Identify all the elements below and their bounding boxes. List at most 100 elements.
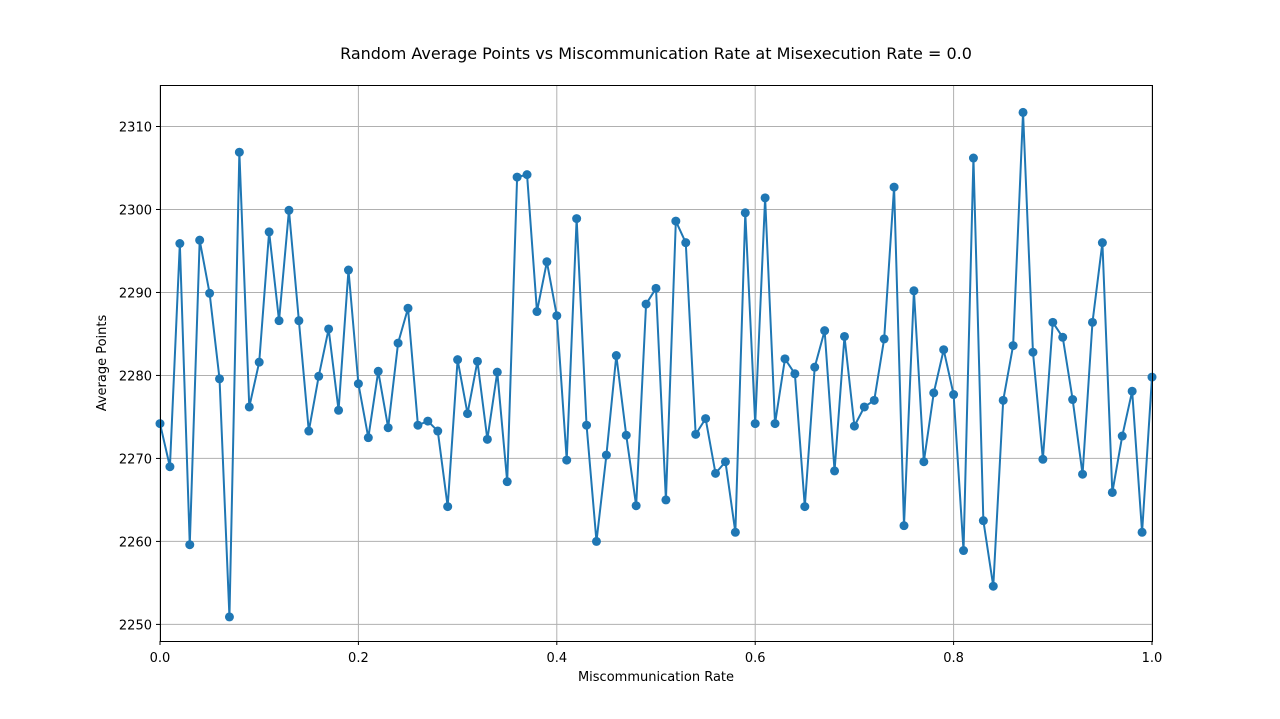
data-point — [651, 283, 661, 293]
data-point — [353, 379, 363, 389]
grid — [159, 85, 1153, 641]
data-point — [889, 182, 899, 192]
data-point — [770, 419, 780, 429]
data-point — [304, 426, 314, 436]
data-point — [1008, 341, 1018, 351]
series-line-group — [155, 107, 1157, 622]
data-point — [591, 536, 601, 546]
data-point — [363, 433, 373, 443]
y-tick-label: 2270 — [119, 452, 152, 467]
data-point — [879, 334, 889, 344]
data-point — [959, 546, 969, 556]
data-point — [1018, 107, 1028, 117]
data-point — [433, 426, 443, 436]
data-point — [919, 457, 929, 467]
data-point — [294, 316, 304, 326]
data-point — [175, 239, 185, 249]
data-point — [403, 303, 413, 313]
x-axis-label: Miscommunication Rate — [578, 670, 734, 685]
data-point — [284, 205, 294, 215]
y-axis-label: Average Points — [95, 314, 110, 411]
y-tick-label: 2260 — [119, 535, 152, 550]
data-point — [413, 420, 423, 430]
data-point — [224, 612, 234, 622]
data-point — [711, 468, 721, 478]
data-point — [810, 362, 820, 372]
data-point — [1028, 347, 1038, 357]
data-point — [185, 540, 195, 550]
data-point — [661, 495, 671, 505]
data-point — [988, 581, 998, 591]
y-tick-label: 2310 — [119, 120, 152, 135]
x-tick-label: 0.4 — [546, 651, 567, 666]
data-point — [601, 450, 611, 460]
data-point — [463, 409, 473, 419]
data-point — [1137, 527, 1147, 537]
data-point — [264, 227, 274, 237]
data-point — [760, 193, 770, 203]
data-point — [1087, 317, 1097, 327]
y-tick-label: 2280 — [119, 369, 152, 384]
data-point — [1107, 487, 1117, 497]
data-point — [1058, 332, 1068, 342]
data-point — [443, 502, 453, 512]
plot-frame — [160, 85, 1153, 642]
data-point — [492, 367, 502, 377]
data-point — [978, 516, 988, 526]
data-point — [393, 338, 403, 348]
data-point — [968, 153, 978, 163]
data-point — [244, 402, 254, 412]
data-point — [691, 429, 701, 439]
data-point — [195, 235, 205, 245]
data-point — [1038, 454, 1048, 464]
data-point — [552, 311, 562, 321]
data-point — [1048, 317, 1058, 327]
data-point — [205, 288, 215, 298]
data-point — [820, 326, 830, 336]
data-point — [254, 357, 264, 367]
data-point — [502, 477, 512, 487]
data-point — [780, 354, 790, 364]
y-axis-ticks: 2250 2260 2270 2280 2290 2300 2310 — [119, 120, 160, 633]
data-point — [532, 307, 542, 317]
data-point — [373, 366, 383, 376]
data-point — [1117, 431, 1127, 441]
x-tick-label: 0.0 — [150, 651, 171, 666]
data-point — [611, 351, 621, 361]
data-point — [899, 521, 909, 531]
data-point — [939, 345, 949, 355]
x-tick-label: 0.8 — [943, 651, 964, 666]
data-point — [720, 457, 730, 467]
data-point — [512, 172, 522, 182]
y-tick-label: 2250 — [119, 618, 152, 633]
x-tick-label: 0.2 — [348, 651, 369, 666]
data-point — [165, 462, 175, 472]
data-point — [453, 355, 463, 365]
data-point — [472, 356, 482, 366]
y-tick-label: 2300 — [119, 203, 152, 218]
data-point — [701, 414, 711, 424]
y-tick-label: 2290 — [119, 286, 152, 301]
data-point — [482, 434, 492, 444]
data-point — [423, 416, 433, 426]
data-point — [641, 299, 651, 309]
data-point — [730, 527, 740, 537]
data-point — [740, 208, 750, 218]
x-axis-ticks: 0.0 0.2 0.4 0.6 0.8 1.0 — [150, 641, 1163, 666]
data-point — [621, 430, 631, 440]
data-point — [681, 238, 691, 248]
data-point — [839, 331, 849, 341]
data-point — [1127, 386, 1137, 396]
data-point — [849, 421, 859, 431]
data-point — [1097, 238, 1107, 248]
data-point — [859, 402, 869, 412]
x-tick-label: 1.0 — [1142, 651, 1163, 666]
data-point — [324, 324, 334, 334]
data-point — [790, 369, 800, 379]
data-point — [522, 170, 532, 180]
data-point — [334, 405, 344, 415]
data-point — [343, 265, 353, 275]
data-point — [998, 395, 1008, 405]
data-point — [582, 420, 592, 430]
